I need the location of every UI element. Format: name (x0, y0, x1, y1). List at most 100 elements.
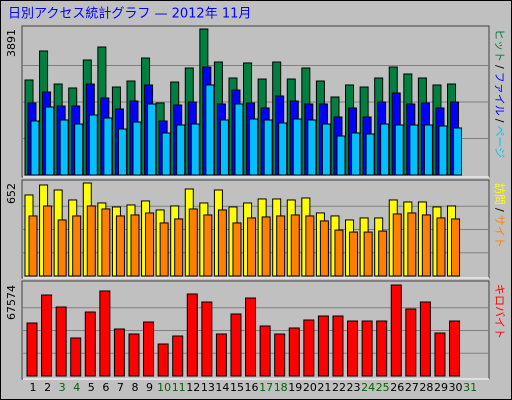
bar (363, 231, 373, 277)
bar (405, 308, 417, 377)
x-tick-label: 4 (73, 381, 80, 394)
bar (319, 220, 329, 277)
x-tick-label: 1 (30, 381, 37, 394)
x-tick-label: 14 (215, 381, 229, 394)
bar (288, 327, 300, 377)
bar (217, 209, 227, 277)
bar (84, 311, 96, 377)
bar (361, 320, 373, 377)
x-tick-label: 27 (405, 381, 419, 394)
bar (72, 215, 82, 277)
x-tick-label: 17 (259, 381, 273, 394)
bar (186, 293, 198, 377)
bar (130, 214, 140, 277)
bar (70, 337, 82, 377)
bar (421, 214, 431, 277)
x-tick-label: 8 (131, 381, 138, 394)
x-tick-label: 13 (201, 381, 215, 394)
bar (449, 320, 461, 377)
bar (378, 230, 388, 277)
bar (292, 118, 302, 176)
y-tick-label: 3891 (5, 29, 18, 57)
bar (234, 103, 244, 176)
bar (86, 205, 96, 277)
bar (407, 212, 417, 277)
x-tick-label: 11 (172, 381, 186, 394)
bar (101, 208, 111, 277)
y-tick-label: 67574 (5, 285, 18, 320)
bar (117, 128, 127, 176)
bar (419, 301, 431, 377)
bar (190, 123, 200, 176)
bar (188, 208, 198, 277)
x-tick-label: 20 (303, 381, 317, 394)
bar (143, 321, 155, 377)
bar (423, 124, 433, 176)
bar (230, 313, 242, 377)
legend: ヒット / ファイル / ページ (493, 29, 506, 158)
y-tick-label: 652 (5, 183, 18, 204)
bar (321, 123, 331, 176)
x-tick-label: 6 (102, 381, 109, 394)
x-tick-label: 2 (44, 381, 51, 394)
bar (205, 84, 215, 176)
bar (232, 222, 242, 277)
bar (30, 120, 40, 176)
bar (159, 222, 169, 277)
x-tick-label: 10 (157, 381, 171, 394)
bar (113, 328, 125, 377)
bar (438, 125, 448, 176)
bar (336, 135, 346, 176)
bar (74, 123, 84, 176)
x-tick-label: 23 (347, 381, 361, 394)
x-tick-label: 31 (463, 381, 477, 394)
bar (147, 103, 157, 176)
x-tick-label: 25 (376, 381, 390, 394)
x-tick-label: 12 (186, 381, 200, 394)
legend-entry: ページ (493, 125, 506, 158)
bar (176, 124, 186, 176)
bar (307, 119, 317, 176)
bar (276, 215, 286, 277)
bar (174, 218, 184, 277)
x-tick-label: 24 (361, 381, 375, 394)
x-tick-label: 19 (288, 381, 302, 394)
legend: 訪問 / サイト (493, 183, 507, 248)
bar (45, 106, 55, 176)
bar (332, 315, 344, 377)
bar (274, 333, 286, 377)
x-tick-label: 18 (274, 381, 288, 394)
bar (390, 284, 402, 377)
bar (201, 301, 213, 377)
bar (88, 114, 98, 176)
bar (161, 132, 171, 176)
x-tick-label: 3 (59, 381, 66, 394)
chart-title: 日別アクセス統計グラフ — 2012年 11月 (8, 6, 251, 22)
bar (451, 218, 461, 277)
bar (365, 133, 375, 176)
bar (219, 119, 229, 176)
legend-separator: / (493, 208, 506, 212)
x-tick-label: 5 (88, 381, 95, 394)
bar (203, 214, 213, 277)
bar (434, 332, 446, 377)
bar (41, 294, 53, 377)
bar (28, 215, 38, 277)
x-tick-label: 28 (419, 381, 433, 394)
bar (305, 215, 315, 277)
bar (278, 122, 288, 176)
x-tick-label: 7 (117, 381, 124, 394)
bar (247, 217, 257, 277)
legend: キロバイト (493, 284, 506, 339)
legend-entry: 訪問 (493, 183, 507, 205)
bar (303, 319, 315, 377)
x-tick-label: 15 (230, 381, 244, 394)
bar (409, 124, 419, 176)
bar (334, 229, 344, 277)
bar (43, 205, 53, 277)
legend-entry: ファイル (493, 72, 506, 116)
bar (436, 217, 446, 277)
bar (347, 320, 359, 377)
x-tick-label: 21 (317, 381, 331, 394)
legend-entry: ヒット (493, 29, 506, 62)
